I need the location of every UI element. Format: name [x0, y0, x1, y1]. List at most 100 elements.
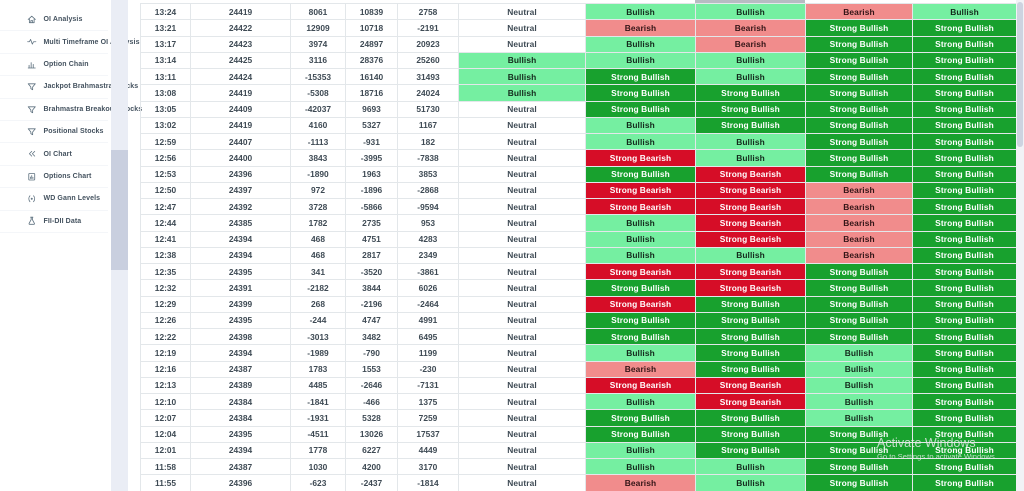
sentiment-cell: Strong Bullish	[912, 392, 1017, 411]
oi-value-cell: 4160	[290, 116, 346, 135]
sentiment-cell: Neutral	[458, 2, 586, 21]
sentiment-cell: Bullish	[458, 84, 586, 102]
sentiment-cell: Bullish	[585, 132, 696, 151]
sentiment-cell: Bullish	[805, 409, 913, 427]
spot-price-cell: 24394	[190, 441, 291, 460]
oi-value-cell: 16140	[345, 67, 398, 86]
sentiment-cell: Strong Bullish	[805, 67, 913, 86]
sentiment-cell: Bullish	[805, 392, 913, 411]
board-chart-icon	[28, 172, 36, 181]
oi-value-cell: 31493	[397, 67, 459, 86]
sentiment-cell: Strong Bullish	[805, 441, 913, 460]
sidebar-scrollbar-thumb[interactable]	[111, 150, 128, 270]
sentiment-cell: Strong Bullish	[805, 19, 913, 37]
sentiment-cell: Strong Bullish	[585, 100, 696, 118]
sidebar-item-positional-stocks[interactable]: Positional Stocks	[0, 121, 108, 144]
oi-value-cell: 268	[290, 295, 346, 313]
sentiment-cell: Strong Bullish	[585, 327, 696, 346]
time-cell: 12:32	[140, 279, 191, 297]
table-row: 13:02 24419 4160 5327 1167 Neutral Bullish Stro…	[140, 116, 1017, 135]
sentiment-cell: Strong Bullish	[912, 84, 1017, 102]
sentiment-cell: Strong Bearish	[695, 262, 806, 281]
oi-value-cell: -2464	[397, 295, 459, 313]
sentiment-cell: Neutral	[458, 262, 586, 281]
sidebar-item-label: Positional Stocks	[43, 128, 104, 136]
table-row: 12:50 24397 972 -1896 -2868 Neutral Strong Bea…	[140, 181, 1017, 200]
table-row: 11:58 24387 1030 4200 3170 Neutral Bullish Bull…	[140, 457, 1017, 476]
sentiment-cell: Strong Bullish	[912, 441, 1017, 460]
sentiment-cell: Bullish	[695, 149, 806, 167]
spot-price-cell: 24395	[190, 311, 291, 330]
sidebar-item-jackpot-brahmastra-stocks[interactable]: Jackpot Brahmastra Stocks	[0, 76, 138, 99]
oi-value-cell: 3843	[290, 149, 346, 167]
filter-icon	[27, 128, 36, 136]
sidebar-item-multi-timeframe-oi-analysis[interactable]: Multi Timeframe OI Analysis	[0, 31, 139, 54]
sentiment-cell: Bullish	[585, 116, 696, 135]
table-row: 12:16 24387 1783 1553 -230 Neutral Bearish Stro…	[140, 360, 1017, 378]
table-row: 13:14 24425 3116 28376 25260 Bullish Bullish Bu…	[140, 51, 1017, 70]
sentiment-cell: Neutral	[458, 279, 586, 297]
spot-price-cell: 24387	[190, 457, 291, 476]
oi-value-cell: -4511	[290, 425, 346, 443]
sentiment-cell: Strong Bullish	[912, 230, 1017, 248]
sidebar-item-fii-dii-data[interactable]: FII-DII Data	[0, 211, 108, 233]
sentiment-cell: Strong Bullish	[912, 344, 1017, 362]
sidebar-item-brahmastra-breakout-stocks[interactable]: Brahmastra Breakout Stocks	[0, 99, 142, 121]
sentiment-cell: Bearish	[585, 19, 696, 37]
time-cell: 12:59	[140, 132, 191, 151]
sidebar-item-label: Brahmastra Breakout Stocks	[43, 105, 143, 113]
sentiment-cell: Bearish	[585, 360, 696, 378]
spot-price-cell: 24387	[190, 360, 291, 378]
sentiment-cell: Strong Bullish	[912, 295, 1017, 313]
sentiment-cell: Neutral	[458, 360, 586, 378]
table-scrollbar[interactable]	[1016, 0, 1024, 491]
sentiment-cell: Neutral	[458, 132, 586, 151]
time-cell: 12:22	[140, 327, 191, 346]
sidebar-item-oi-chart[interactable]: OI Chart	[0, 143, 108, 166]
sidebar-item-wd-gann-levels[interactable]: WD Gann Levels	[0, 188, 108, 211]
table-row: 12:56 24400 3843 -3995 -7838 Neutral Strong Be…	[140, 149, 1017, 167]
sentiment-cell: Neutral	[458, 181, 586, 200]
sentiment-cell: Strong Bullish	[912, 474, 1017, 491]
oi-value-cell: 1782	[290, 214, 346, 232]
oi-value-cell: -244	[290, 311, 346, 330]
oi-value-cell: 468	[290, 230, 346, 248]
sidebar-item-oi-analysis[interactable]: OI Analysis	[0, 9, 108, 32]
sentiment-cell: Strong Bullish	[912, 19, 1017, 37]
sentiment-cell: Neutral	[458, 19, 586, 37]
sentiment-cell: Neutral	[458, 344, 586, 362]
sentiment-cell: Strong Bullish	[912, 67, 1017, 86]
sentiment-cell: Strong Bullish	[585, 425, 696, 443]
oi-value-cell: -9594	[397, 197, 459, 216]
oi-value-cell: 13026	[345, 425, 398, 443]
sentiment-cell: Neutral	[458, 474, 586, 491]
oi-value-cell: -230	[397, 360, 459, 378]
sidebar-item-option-chain[interactable]: Option Chain	[0, 54, 108, 77]
sentiment-cell: Strong Bullish	[805, 149, 913, 167]
sentiment-cell: Strong Bullish	[805, 262, 913, 281]
sentiment-cell: Strong Bullish	[912, 327, 1017, 346]
sidebar-scrollbar[interactable]	[111, 0, 128, 491]
spot-price-cell: 24399	[190, 295, 291, 313]
sentiment-cell: Strong Bullish	[912, 279, 1017, 297]
sidebar-item-options-chart[interactable]: Options Chart	[0, 166, 108, 189]
sentiment-cell: Neutral	[458, 425, 586, 443]
oi-value-cell: -5308	[290, 84, 346, 102]
sentiment-cell: Bullish	[695, 474, 806, 491]
table-scrollbar-thumb[interactable]	[1017, 2, 1023, 147]
sentiment-cell: Bullish	[695, 457, 806, 476]
sentiment-cell: Strong Bullish	[585, 84, 696, 102]
spot-price-cell: 24385	[190, 214, 291, 232]
oi-value-cell: 1167	[397, 116, 459, 135]
table-row: 13:17 24423 3974 24897 20923 Neutral Bullish Be…	[140, 35, 1017, 53]
sentiment-cell: Strong Bullish	[912, 181, 1017, 200]
sentiment-cell: Neutral	[458, 327, 586, 346]
sidebar-item-label: Option Chain	[43, 60, 89, 68]
sentiment-cell: Strong Bullish	[695, 311, 806, 330]
sentiment-cell: Bearish	[805, 2, 913, 21]
oi-value-cell: -1931	[290, 409, 346, 427]
time-cell: 12:26	[140, 311, 191, 330]
sentiment-cell: Strong Bullish	[912, 149, 1017, 167]
sentiment-cell: Strong Bullish	[912, 214, 1017, 232]
